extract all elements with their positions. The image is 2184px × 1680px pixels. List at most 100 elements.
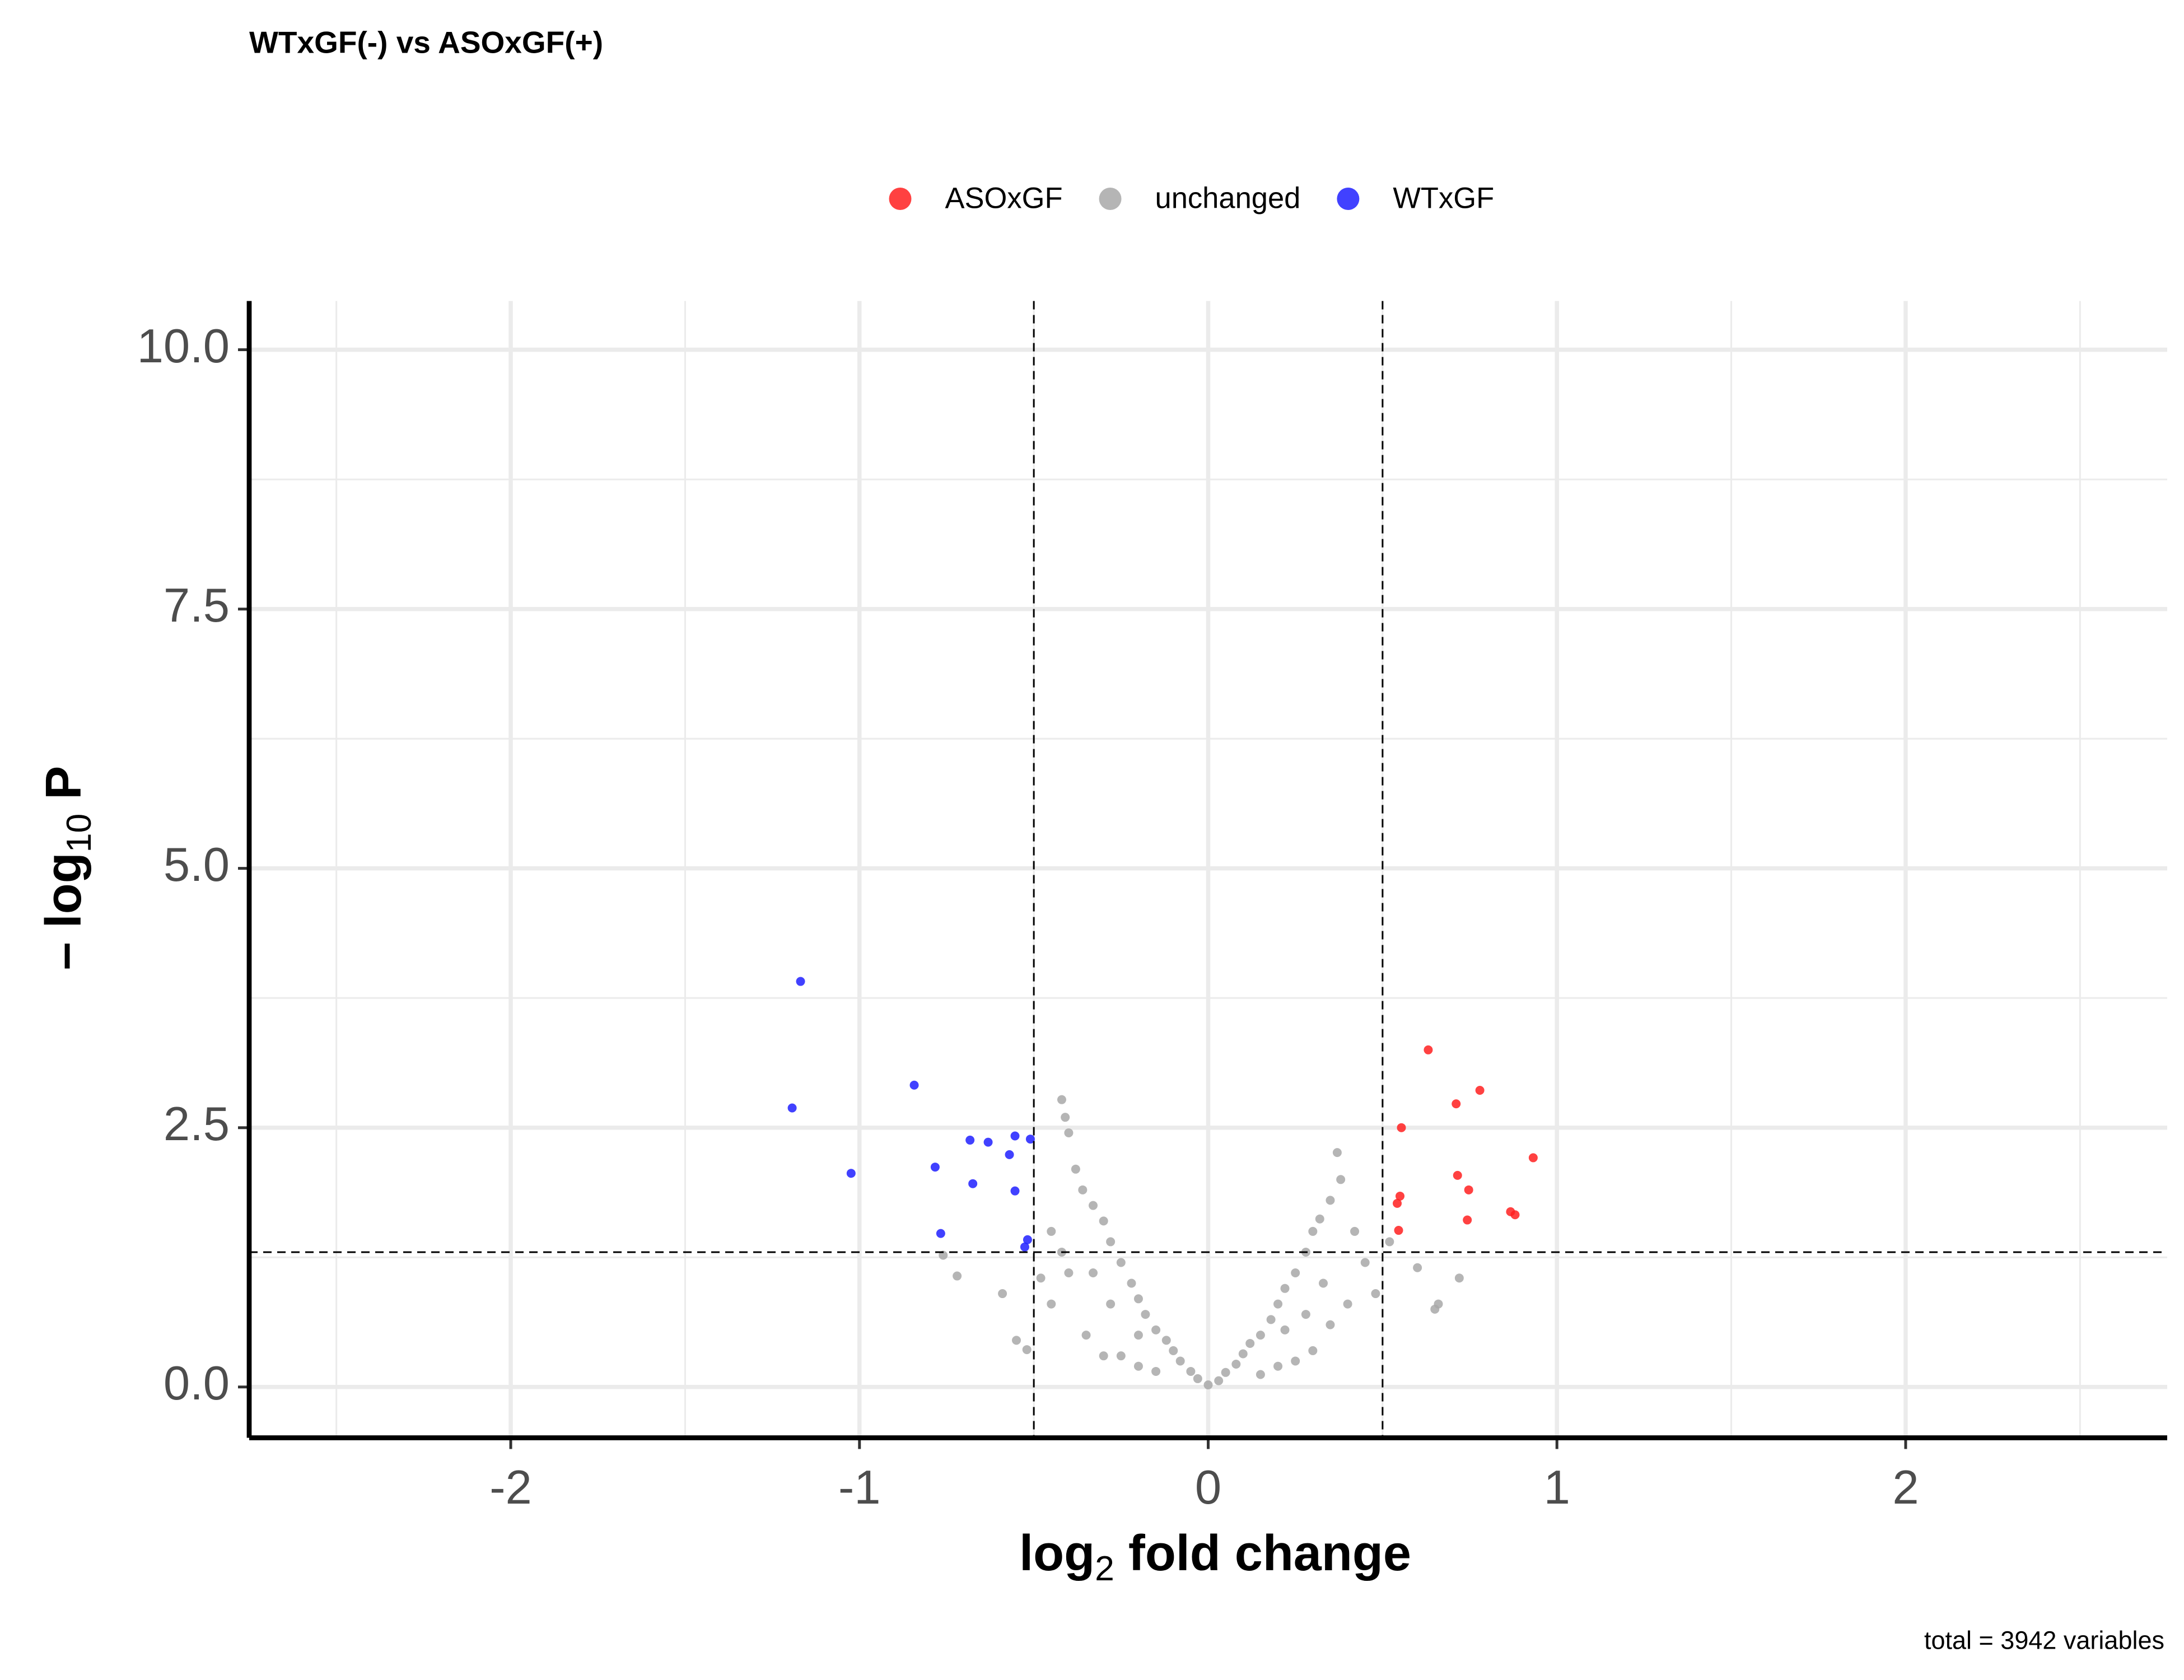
- y-tick-label: 5.0: [164, 838, 230, 892]
- point: [1238, 1349, 1248, 1359]
- legend-label: ASOxGF: [945, 181, 1063, 214]
- y-tick-label: 10.0: [137, 320, 230, 373]
- point: [1193, 1374, 1202, 1383]
- point: [1430, 1304, 1440, 1314]
- point: [1005, 1150, 1014, 1159]
- x-tick-label: 0: [1195, 1461, 1221, 1514]
- point: [909, 1080, 919, 1090]
- y-axis-title: – log10 P: [36, 766, 99, 970]
- point: [1245, 1338, 1255, 1348]
- point: [1214, 1376, 1224, 1385]
- point: [1396, 1191, 1404, 1201]
- point: [1071, 1164, 1080, 1174]
- point: [1231, 1359, 1241, 1369]
- point: [1161, 1336, 1171, 1345]
- point: [939, 1250, 948, 1260]
- x-axis-title-part: fold change: [1114, 1525, 1411, 1581]
- point: [1308, 1226, 1318, 1236]
- point: [1061, 1113, 1070, 1122]
- point: [1510, 1210, 1520, 1220]
- x-tick-label: 1: [1544, 1461, 1570, 1514]
- point: [1385, 1237, 1394, 1247]
- point: [1315, 1214, 1324, 1224]
- point: [1424, 1045, 1433, 1054]
- point: [983, 1137, 993, 1147]
- point: [1047, 1299, 1056, 1309]
- point: [1256, 1370, 1265, 1379]
- point: [1350, 1226, 1360, 1236]
- point: [787, 1103, 797, 1113]
- point: [1133, 1361, 1143, 1371]
- point: [1099, 1351, 1108, 1361]
- point: [1203, 1380, 1213, 1390]
- point: [1413, 1263, 1422, 1272]
- point: [936, 1229, 945, 1238]
- point: [1099, 1216, 1108, 1226]
- point: [1308, 1346, 1318, 1355]
- point: [1291, 1268, 1300, 1278]
- point: [1280, 1325, 1290, 1334]
- x-axis-title-part: log: [1019, 1525, 1095, 1581]
- point: [1047, 1226, 1056, 1236]
- x-tick-label: 2: [1892, 1461, 1919, 1514]
- point: [1273, 1299, 1283, 1309]
- point: [965, 1135, 975, 1145]
- point: [998, 1289, 1007, 1299]
- point: [1078, 1185, 1088, 1194]
- caption: total = 3942 variables: [1924, 1626, 2164, 1654]
- chart-title: WTxGF(-) vs ASOxGF(+): [249, 25, 603, 60]
- point: [1025, 1135, 1035, 1144]
- point: [1057, 1095, 1066, 1104]
- point: [1326, 1196, 1335, 1205]
- point: [1452, 1099, 1461, 1109]
- point: [1326, 1320, 1335, 1329]
- point: [953, 1271, 962, 1281]
- point: [1256, 1331, 1265, 1340]
- y-tick-label: 2.5: [164, 1098, 230, 1151]
- point: [1133, 1331, 1143, 1340]
- point: [1127, 1278, 1136, 1288]
- y-axis-title-part: – log: [36, 852, 92, 970]
- point: [1064, 1268, 1074, 1278]
- point: [1393, 1198, 1402, 1208]
- point: [1360, 1258, 1370, 1267]
- point: [1151, 1366, 1161, 1376]
- x-tick-label: -2: [489, 1461, 532, 1514]
- point: [1371, 1289, 1380, 1299]
- point: [1336, 1175, 1346, 1184]
- point: [1464, 1185, 1473, 1194]
- x-tick-label: -1: [838, 1461, 881, 1514]
- point: [1280, 1284, 1290, 1293]
- point: [1175, 1356, 1185, 1366]
- point: [1023, 1235, 1032, 1244]
- point: [1116, 1351, 1126, 1361]
- point: [1528, 1153, 1538, 1163]
- point: [1343, 1299, 1352, 1309]
- point: [1133, 1294, 1143, 1304]
- x-axis-title: log2 fold change: [1019, 1525, 1411, 1588]
- point: [1151, 1325, 1161, 1334]
- point: [1064, 1128, 1074, 1137]
- point: [1089, 1268, 1098, 1278]
- point: [1169, 1346, 1178, 1355]
- point: [968, 1179, 978, 1188]
- point: [1186, 1366, 1196, 1376]
- point: [930, 1163, 940, 1172]
- point: [1453, 1170, 1462, 1180]
- point: [1010, 1131, 1020, 1141]
- point: [1291, 1356, 1300, 1366]
- point: [1221, 1368, 1230, 1377]
- y-tick-label: 0.0: [164, 1357, 230, 1410]
- point: [1266, 1315, 1276, 1324]
- point: [1319, 1278, 1328, 1288]
- legend-marker: [1099, 188, 1122, 210]
- point: [1020, 1242, 1029, 1252]
- x-axis-title-subscript: 2: [1095, 1549, 1114, 1588]
- point: [1010, 1186, 1020, 1196]
- point: [1106, 1299, 1116, 1309]
- point: [1116, 1258, 1126, 1267]
- point: [846, 1169, 856, 1178]
- point: [1036, 1273, 1046, 1283]
- point: [1141, 1310, 1150, 1319]
